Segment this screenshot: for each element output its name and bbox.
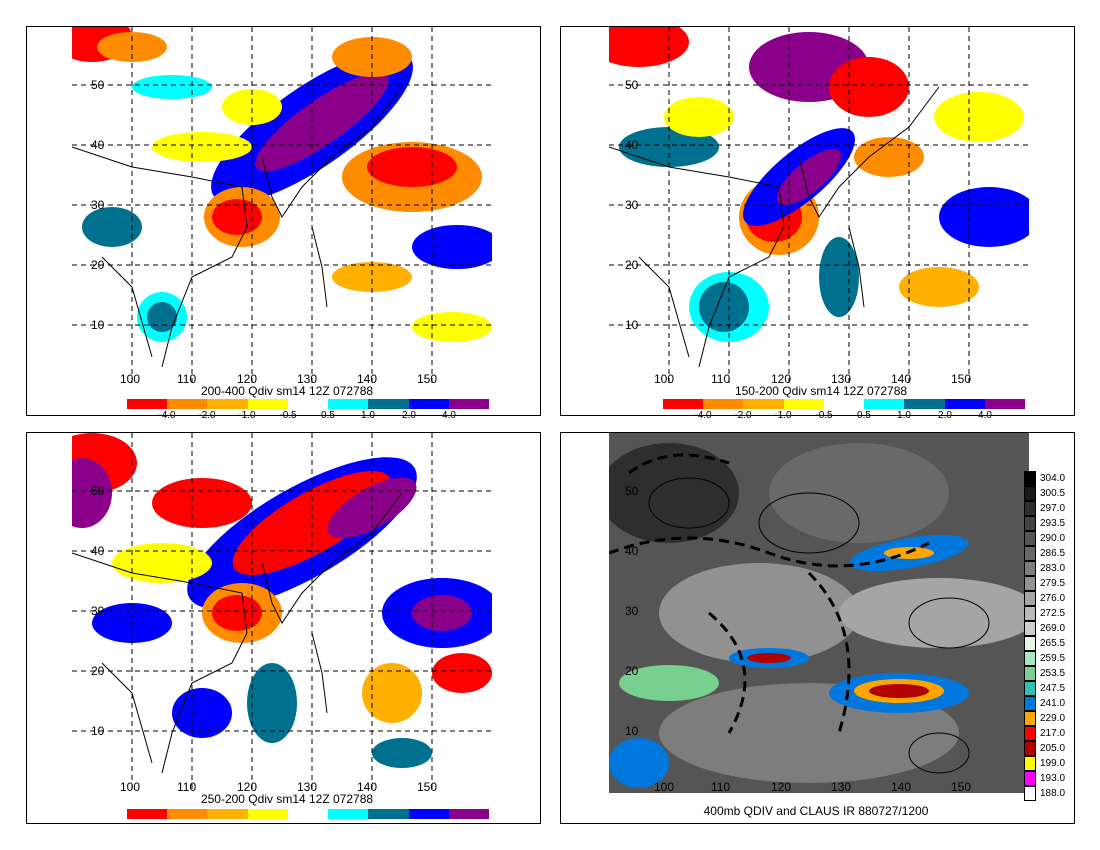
qdiv-field-200-400 bbox=[72, 27, 492, 385]
colorbar bbox=[127, 399, 489, 409]
lat-label-10: 10 bbox=[625, 318, 639, 332]
lat-label-30: 30 bbox=[91, 198, 105, 212]
lat-label-20: 20 bbox=[91, 664, 105, 678]
lon-label-130: 130 bbox=[297, 372, 318, 386]
lon-label-120: 120 bbox=[771, 372, 792, 386]
panel-200-400-qdiv: 50 40 30 20 10 100 110 120 130 140 150 2… bbox=[26, 26, 541, 421]
ir-colorbar: 304.0 300.5 297.0 293.5 290.0 286.5 283.… bbox=[1024, 471, 1065, 801]
lat-label-50: 50 bbox=[625, 484, 639, 498]
map-200-400 bbox=[72, 27, 492, 385]
lon-label-110: 110 bbox=[177, 780, 197, 794]
panel-title: 250-200 Qdiv sm14 12Z 072788 bbox=[200, 792, 374, 806]
lon-label-140: 140 bbox=[891, 780, 912, 794]
lon-label-120: 120 bbox=[237, 372, 258, 386]
lon-label-150: 150 bbox=[417, 780, 438, 794]
lat-label-50: 50 bbox=[625, 78, 639, 92]
lon-label-130: 130 bbox=[831, 372, 852, 386]
lon-label-130: 130 bbox=[297, 780, 318, 794]
lon-label-120: 120 bbox=[771, 780, 792, 794]
colorbar bbox=[127, 809, 489, 819]
lon-label-150: 150 bbox=[951, 780, 972, 794]
lon-label-150: 150 bbox=[951, 372, 972, 386]
lat-label-40: 40 bbox=[91, 544, 105, 558]
lat-label-50: 50 bbox=[91, 484, 105, 498]
lat-label-20: 20 bbox=[91, 258, 105, 272]
lon-label-110: 110 bbox=[177, 372, 197, 386]
lon-label-140: 140 bbox=[357, 780, 378, 794]
lon-label-100: 100 bbox=[120, 780, 141, 794]
lat-label-40: 40 bbox=[625, 138, 639, 152]
colorbar-labels: -4.0 -2.0 -1.0 -0.5 0.5 1.0 2.0 4.0 bbox=[158, 410, 456, 421]
colorbar-labels: -4.0 -2.0 -1.0 -0.5 0.5 1.0 2.0 4.0 bbox=[694, 410, 992, 421]
lat-label-50: 50 bbox=[91, 78, 105, 92]
panel-250-200-qdiv: 50 40 30 20 10 100 110 120 130 140 150 2… bbox=[26, 432, 541, 824]
lon-label-140: 140 bbox=[891, 372, 912, 386]
map-250-200 bbox=[72, 433, 492, 793]
qdiv-field-250-200 bbox=[72, 433, 492, 793]
lon-label-150: 150 bbox=[417, 372, 438, 386]
panel-title: 200-400 Qdiv sm14 12Z 072788 bbox=[200, 384, 374, 398]
lon-label-120: 120 bbox=[237, 780, 258, 794]
lat-label-30: 30 bbox=[625, 198, 639, 212]
lon-label-100: 100 bbox=[120, 372, 141, 386]
lat-label-30: 30 bbox=[625, 604, 639, 618]
lon-label-130: 130 bbox=[831, 780, 852, 794]
lat-label-20: 20 bbox=[625, 664, 639, 678]
qdiv-field-150-200 bbox=[609, 27, 1029, 385]
lon-label-100: 100 bbox=[654, 780, 675, 794]
panel-400mb-qdiv-claus-ir: 50 40 30 20 10 100 110 120 130 140 150 4… bbox=[560, 432, 1075, 824]
lat-label-10: 10 bbox=[91, 724, 105, 738]
ir-field bbox=[609, 433, 1029, 793]
panel-title: 150-200 Qdiv sm14 12Z 072788 bbox=[734, 384, 908, 398]
colorbar bbox=[663, 399, 1025, 409]
lat-label-10: 10 bbox=[91, 318, 105, 332]
lon-label-140: 140 bbox=[357, 372, 378, 386]
lon-label-110: 110 bbox=[711, 780, 731, 794]
lat-label-30: 30 bbox=[91, 604, 105, 618]
map-150-200 bbox=[609, 27, 1029, 385]
panel-title: 400mb QDIV and CLAUS IR 880727/1200 bbox=[703, 804, 929, 818]
lat-label-20: 20 bbox=[625, 258, 639, 272]
lat-label-40: 40 bbox=[625, 544, 639, 558]
lat-label-10: 10 bbox=[625, 724, 639, 738]
lat-label-40: 40 bbox=[91, 138, 105, 152]
lon-label-110: 110 bbox=[711, 372, 731, 386]
panel-150-200-qdiv: 50 40 30 20 10 100 110 120 130 140 150 1… bbox=[560, 26, 1075, 421]
lon-label-100: 100 bbox=[654, 372, 675, 386]
map-claus-ir bbox=[609, 433, 1029, 793]
